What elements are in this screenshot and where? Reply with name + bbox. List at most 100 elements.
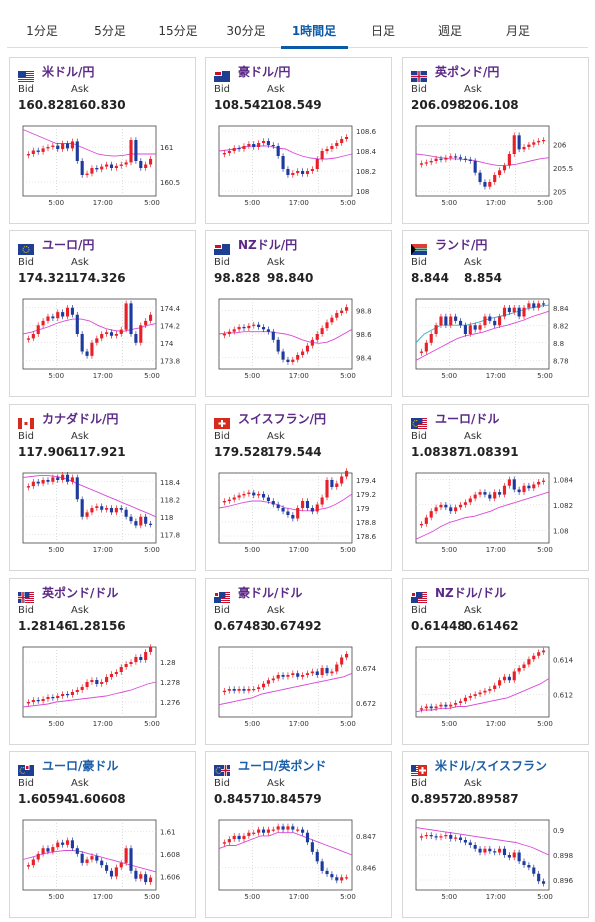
tab-1hour[interactable]: 1時間足 xyxy=(291,24,337,38)
candle xyxy=(301,829,305,833)
y-tick-label: 8.84 xyxy=(553,305,569,313)
y-tick-label: 0.896 xyxy=(553,877,574,885)
rate-card[interactable]: ユーロ/英ポンド Bid Ask 0.84571 0.84579 0.847 0.846 5:… xyxy=(205,751,392,918)
currency-pair-link[interactable]: ユーロ/英ポンド xyxy=(238,759,327,773)
rate-card[interactable]: ユーロ/円 Bid Ask 174.321 174.326 174.4 174.2 174 17… xyxy=(9,230,196,397)
x-tick-label: 5:00 xyxy=(144,546,160,554)
tab-15min[interactable]: 15分足 xyxy=(158,24,198,38)
candle xyxy=(129,140,133,163)
candle xyxy=(310,339,314,346)
rate-card[interactable]: 英ポンド/円 Bid Ask 206.098 206.108 206 205.5 205 5:0… xyxy=(402,57,589,224)
y-tick-label: 1.08 xyxy=(553,527,569,535)
candle xyxy=(541,303,546,305)
rate-card[interactable]: ランド/円 Bid Ask 8.844 8.854 8.84 8.82 8.8 8.78 5:00… xyxy=(402,230,589,397)
price-chart[interactable]: 0.674 0.672 5:00 17:00 5:00 xyxy=(206,637,393,737)
currency-pair-link[interactable]: ユーロ/豪ドル xyxy=(42,759,119,773)
currency-pair-link[interactable]: 豪ドル/ドル xyxy=(238,586,303,600)
price-chart[interactable]: 161 160.5 5:00 17:00 5:00 xyxy=(10,116,197,216)
rate-card[interactable]: 米ドル/スイスフラン Bid Ask 0.89572 0.89587 0.9 0.898 0.… xyxy=(402,751,589,918)
candle xyxy=(483,316,487,326)
price-chart[interactable]: 1.084 1.082 1.08 5:00 17:00 5:00 xyxy=(403,463,590,563)
currency-pair-link[interactable]: ランド/円 xyxy=(435,238,488,252)
candle xyxy=(100,682,104,684)
y-tick-label: 0.9 xyxy=(553,827,564,835)
candle xyxy=(325,480,329,498)
rate-card[interactable]: ユーロ/豪ドル Bid Ask 1.60594 1.60608 1.61 1.608 1.60… xyxy=(9,751,196,918)
candle xyxy=(70,840,74,849)
currency-pair-link[interactable]: 米ドル/円 xyxy=(42,65,95,79)
candle xyxy=(527,659,531,665)
currency-pair-link[interactable]: 英ポンド/円 xyxy=(435,65,500,79)
x-tick-label: 5:00 xyxy=(244,893,260,901)
ask-label: Ask xyxy=(464,778,482,789)
price-chart[interactable]: 1.61 1.608 1.606 5:00 17:00 5:00 xyxy=(10,810,197,910)
candle xyxy=(454,837,458,839)
rate-card[interactable]: ユーロ/ドル Bid Ask 1.08387 1.08391 1.084 1.082 1.08… xyxy=(402,404,589,571)
candle xyxy=(340,657,344,665)
ask-label: Ask xyxy=(71,431,89,442)
currency-pair-link[interactable]: 英ポンド/ドル xyxy=(42,586,119,600)
candle xyxy=(458,701,463,703)
currency-pair-link[interactable]: スイスフラン/円 xyxy=(238,412,327,426)
y-tick-label: 117.8 xyxy=(160,531,180,539)
rate-card[interactable]: スイスフラン/円 Bid Ask 179.528 179.544 179.4 179.2 17… xyxy=(205,404,392,571)
candle xyxy=(281,156,285,169)
price-chart[interactable]: 1.28 1.278 1.276 5:00 17:00 5:00 xyxy=(10,637,197,737)
candle xyxy=(144,516,148,524)
candle xyxy=(429,161,433,163)
candle xyxy=(454,703,458,705)
candle xyxy=(242,327,246,329)
currency-pair-link[interactable]: ユーロ/円 xyxy=(42,238,95,252)
candle xyxy=(100,334,104,339)
currency-pair-link[interactable]: ユーロ/ドル xyxy=(435,412,500,426)
currency-pair-link[interactable]: 米ドル/スイスフラン xyxy=(435,759,548,773)
rate-card[interactable]: カナダドル/円 Bid Ask 117.906 117.921 118.4 118.2 118… xyxy=(9,404,196,571)
price-chart[interactable]: 8.848.828.88.785:00 17:00 5:00 xyxy=(403,289,590,389)
x-tick-label: 5:00 xyxy=(244,720,260,728)
currency-pair-link[interactable]: カナダドル/円 xyxy=(42,412,119,426)
candle xyxy=(507,479,511,486)
tab-1min[interactable]: 1分足 xyxy=(26,24,58,38)
tab-monthly[interactable]: 月足 xyxy=(505,24,531,38)
y-tick-label: 1.278 xyxy=(160,679,180,687)
rate-card[interactable]: 英ポンド/ドル Bid Ask 1.28146 1.28156 1.28 1.278 1.27… xyxy=(9,578,196,745)
currency-pair-link[interactable]: NZドル/円 xyxy=(238,238,298,252)
candle xyxy=(41,480,45,484)
tab-weekly[interactable]: 週足 xyxy=(437,24,463,38)
candle xyxy=(31,481,35,487)
candle xyxy=(105,508,109,510)
tab-30min[interactable]: 30分足 xyxy=(226,24,266,38)
rate-card[interactable]: 米ドル/円 Bid Ask 160.828 160.830 161 160.5 5:00 17:… xyxy=(9,57,196,224)
rate-card[interactable]: NZドル/ドル Bid Ask 0.61448 0.61462 0.614 0.612 5:0… xyxy=(402,578,589,745)
price-chart[interactable]: 98.8 98.6 98.4 5:00 17:00 5:00 xyxy=(206,289,393,389)
rate-card[interactable]: 豪ドル/円 Bid Ask 108.542 108.549 108.6 108.4 108.2… xyxy=(205,57,392,224)
candle xyxy=(424,162,428,164)
candle xyxy=(257,143,261,147)
candle xyxy=(315,504,319,512)
price-chart[interactable]: 0.847 0.846 5:00 17:00 5:00 xyxy=(206,810,393,910)
tab-5min[interactable]: 5分足 xyxy=(94,24,126,38)
candle xyxy=(478,492,482,495)
currency-pair-link[interactable]: 豪ドル/円 xyxy=(238,65,291,79)
ask-value: 0.61462 xyxy=(464,619,519,633)
candle xyxy=(325,149,329,151)
candle xyxy=(85,173,89,175)
rate-card[interactable]: 豪ドル/ドル Bid Ask 0.67483 0.67492 0.674 0.672 5:00… xyxy=(205,578,392,745)
price-chart[interactable]: 0.614 0.612 5:00 17:00 5:00 xyxy=(403,637,590,737)
currency-pair-link[interactable]: NZドル/ドル xyxy=(435,586,507,600)
candle xyxy=(31,150,35,154)
candle xyxy=(291,826,295,830)
y-tick-label: 8.82 xyxy=(553,322,569,330)
rate-card[interactable]: NZドル/円 Bid Ask 98.828 98.840 98.8 98.6 98.4 5:00… xyxy=(205,230,392,397)
moving-average-line xyxy=(415,491,550,540)
candle xyxy=(65,840,70,845)
x-tick-label: 5:00 xyxy=(340,893,356,901)
tab-daily[interactable]: 日足 xyxy=(370,24,396,38)
y-tick-label: 1.61 xyxy=(160,828,176,836)
